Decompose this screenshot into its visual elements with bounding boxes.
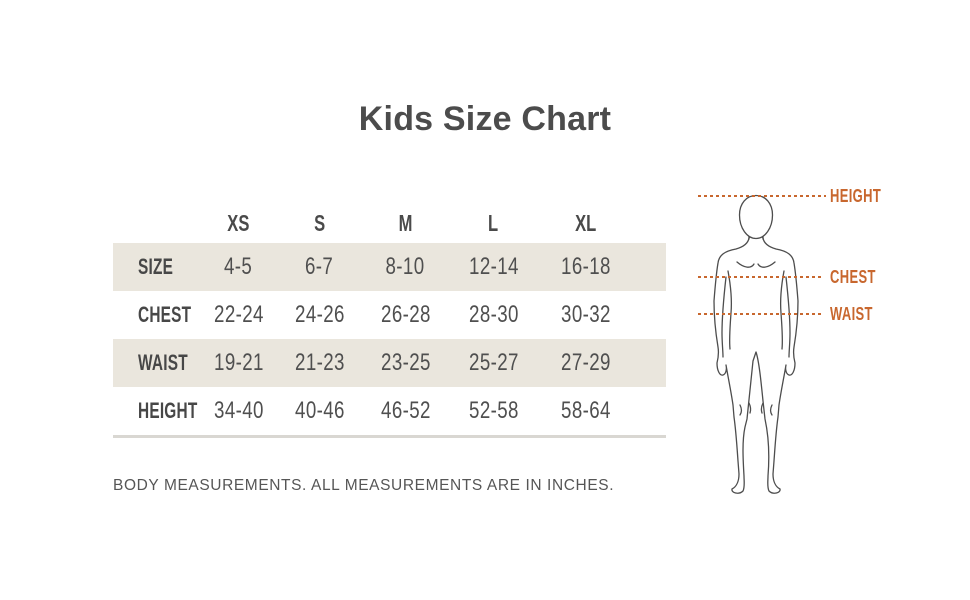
table-cell: 21-23 [277, 349, 362, 377]
cell-value: 52-58 [468, 397, 519, 424]
row-label-text: WAIST [138, 350, 188, 375]
size-header-label: S [313, 209, 326, 236]
cell-value: 16-18 [561, 253, 611, 280]
table-cell: 26-28 [362, 301, 449, 329]
measurements-note: BODY MEASUREMENTS. ALL MEASUREMENTS ARE … [113, 477, 615, 494]
table-cell: 40-46 [277, 397, 362, 425]
table-cell: 19-21 [200, 349, 277, 377]
cell-value: 28-30 [468, 301, 519, 328]
size-header-s: S [277, 210, 362, 237]
table-cell: 8-10 [362, 253, 449, 281]
cell-value: 40-46 [294, 397, 345, 424]
cell-value: 27-29 [561, 349, 611, 376]
table-cell: 34-40 [200, 397, 277, 425]
table-row-waist: WAIST 19-21 21-23 23-25 25-27 27-29 [113, 339, 666, 387]
size-header-m: M [362, 210, 449, 237]
table-cell: 58-64 [538, 397, 666, 425]
cell-value: 30-32 [561, 301, 611, 328]
cell-value: 21-23 [294, 349, 345, 376]
table-cell: 28-30 [449, 301, 538, 329]
cell-value: 26-28 [380, 301, 431, 328]
height-label: HEIGHT [830, 186, 882, 206]
size-header-xl: XL [538, 210, 666, 237]
table-cell: 30-32 [538, 301, 666, 329]
table-cell: 25-27 [449, 349, 538, 377]
table-cell: 27-29 [538, 349, 666, 377]
table-cell: 6-7 [277, 253, 362, 281]
size-header-xs: XS [200, 210, 277, 237]
table-row-height: HEIGHT 34-40 40-46 46-52 52-58 58-64 [113, 387, 666, 435]
body-measurement-diagram: HEIGHT CHEST WAIST [690, 185, 925, 515]
table-cell: 16-18 [538, 253, 666, 281]
height-dash-line [698, 195, 826, 197]
table-cell: 4-5 [200, 253, 277, 281]
cell-value: 46-52 [380, 397, 431, 424]
row-label-text: HEIGHT [138, 398, 198, 423]
body-figure-illustration [713, 194, 799, 494]
row-label-waist: WAIST [113, 350, 200, 376]
page-title: Kids Size Chart [358, 100, 612, 138]
cell-value: 25-27 [468, 349, 519, 376]
row-label-size: SIZE [113, 254, 200, 280]
cell-value: 34-40 [213, 397, 264, 424]
table-cell: 46-52 [362, 397, 449, 425]
cell-value: 24-26 [294, 301, 345, 328]
waist-dash-line [698, 313, 824, 315]
table-bottom-divider [113, 435, 666, 438]
waist-label: WAIST [830, 304, 873, 324]
chest-label: CHEST [830, 267, 876, 287]
size-header-label: XL [575, 209, 597, 236]
size-header-label: XS [227, 209, 250, 236]
table-cell: 12-14 [449, 253, 538, 281]
cell-value: 4-5 [224, 253, 253, 280]
table-row-chest: CHEST 22-24 24-26 26-28 28-30 30-32 [113, 291, 666, 339]
cell-value: 23-25 [380, 349, 431, 376]
cell-value: 58-64 [561, 397, 611, 424]
cell-value: 12-14 [468, 253, 519, 280]
cell-value: 22-24 [213, 301, 264, 328]
table-cell: 24-26 [277, 301, 362, 329]
table-cell: 22-24 [200, 301, 277, 329]
size-header-label: M [398, 209, 413, 236]
cell-value: 19-21 [213, 349, 264, 376]
size-header-l: L [449, 210, 538, 237]
size-table-header-row: XS S M L XL [113, 203, 666, 243]
cell-value: 6-7 [305, 253, 334, 280]
size-header-label: L [488, 209, 499, 236]
cell-value: 8-10 [385, 253, 426, 280]
row-label-height: HEIGHT [113, 398, 200, 424]
row-label-text: CHEST [138, 302, 192, 327]
table-row-size: SIZE 4-5 6-7 8-10 12-14 16-18 [113, 243, 666, 291]
row-label-chest: CHEST [113, 302, 200, 328]
table-cell: 23-25 [362, 349, 449, 377]
row-label-text: SIZE [138, 254, 174, 279]
size-table: XS S M L XL SIZE 4-5 6-7 8-10 12-14 16-1… [113, 203, 666, 438]
chest-dash-line [698, 276, 822, 278]
table-cell: 52-58 [449, 397, 538, 425]
